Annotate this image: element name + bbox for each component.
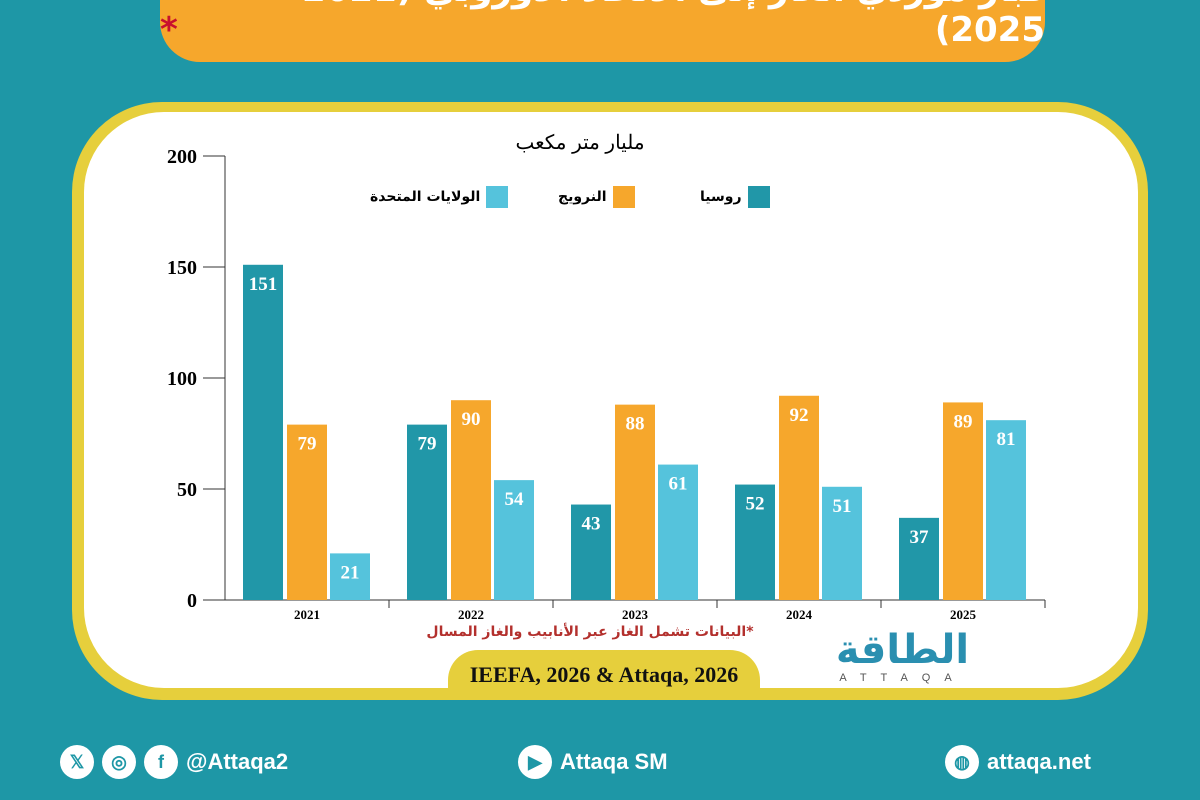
x-tick-label: 2021 <box>294 607 320 622</box>
legend-russia: روسيا <box>700 186 770 208</box>
bar <box>822 486 862 600</box>
social-handle[interactable]: @Attaqa2 <box>186 749 289 774</box>
bar-value-label: 43 <box>582 514 601 535</box>
x-tick-label: 2023 <box>622 607 649 622</box>
legend-norway: النرويج <box>558 186 635 208</box>
y-tick-label: 50 <box>177 479 197 501</box>
bar-value-label: 90 <box>462 409 481 430</box>
bar-value-label: 151 <box>249 274 278 295</box>
bar <box>494 480 534 600</box>
bar-value-label: 81 <box>997 429 1016 450</box>
website-label: attaqa.net <box>987 749 1091 774</box>
legend-swatch <box>747 186 770 208</box>
bar-value-label: 79 <box>298 434 317 455</box>
legend-label: النرويج <box>558 189 607 205</box>
bar <box>735 484 775 600</box>
bar-value-label: 61 <box>669 474 688 495</box>
social-links: 𝕏 ◎ f @Attaqa2 <box>60 745 288 779</box>
logo-arabic: الطاقة <box>835 627 970 673</box>
bar <box>658 464 698 600</box>
source: IEEFA, 2026 & Attaqa, 2026 <box>448 650 760 700</box>
bar-value-label: 52 <box>746 494 765 515</box>
chart-title: كبار موردي الغاز إلى الاتحاد الأوروبي (2… <box>160 0 1045 62</box>
bar <box>330 553 370 600</box>
bar-value-label: 89 <box>954 411 973 432</box>
bar-value-label: 21 <box>341 562 360 583</box>
bar <box>451 400 491 600</box>
title-text: كبار موردي الغاز إلى الاتحاد الأوروبي (2… <box>288 0 1045 50</box>
facebook-icon[interactable]: f <box>144 745 178 779</box>
x-tick-label: 2025 <box>950 607 977 622</box>
legend-usa: الولايات المتحدة <box>370 186 509 208</box>
bar <box>615 404 655 600</box>
instagram-icon[interactable]: ◎ <box>102 745 136 779</box>
legend-label: روسيا <box>700 189 742 205</box>
bar <box>243 264 283 600</box>
bar-value-label: 54 <box>505 489 525 510</box>
legend-label: الولايات المتحدة <box>370 189 481 205</box>
bar <box>779 395 819 600</box>
y-tick-label: 0 <box>187 590 197 612</box>
bar <box>986 420 1026 600</box>
x-icon[interactable]: 𝕏 <box>60 745 94 779</box>
bar-value-label: 92 <box>790 405 809 426</box>
x-tick-label: 2024 <box>786 607 813 622</box>
attaqa-logo: الطاقة ATTAQA <box>815 628 990 688</box>
bar <box>899 517 939 600</box>
bar-value-label: 37 <box>910 527 930 548</box>
youtube-icon: ▶ <box>518 745 552 779</box>
y-tick-label: 150 <box>167 257 197 279</box>
x-tick-label: 2022 <box>458 607 484 622</box>
footnote: *البيانات تشمل الغاز عبر الأنابيب والغاز… <box>426 624 754 640</box>
youtube-label: Attaqa SM <box>560 749 668 774</box>
bar-value-label: 88 <box>626 414 645 435</box>
y-tick-label: 100 <box>167 368 197 390</box>
logo-latin: ATTAQA <box>839 672 966 684</box>
bar-value-label: 79 <box>418 434 437 455</box>
website-link[interactable]: ◍ attaqa.net <box>945 745 1091 779</box>
legend-swatch <box>612 186 635 208</box>
y-tick-label: 200 <box>167 146 197 168</box>
bar <box>287 424 327 600</box>
youtube-link[interactable]: ▶ Attaqa SM <box>518 745 668 779</box>
legend-swatch <box>486 186 509 208</box>
bar-value-label: 51 <box>833 496 852 517</box>
bar <box>407 424 447 600</box>
bar <box>571 504 611 600</box>
bar <box>943 402 983 600</box>
y-axis-unit: مليار متر مكعب <box>515 132 645 154</box>
globe-icon: ◍ <box>945 745 979 779</box>
title-asterisk: * <box>160 10 178 50</box>
